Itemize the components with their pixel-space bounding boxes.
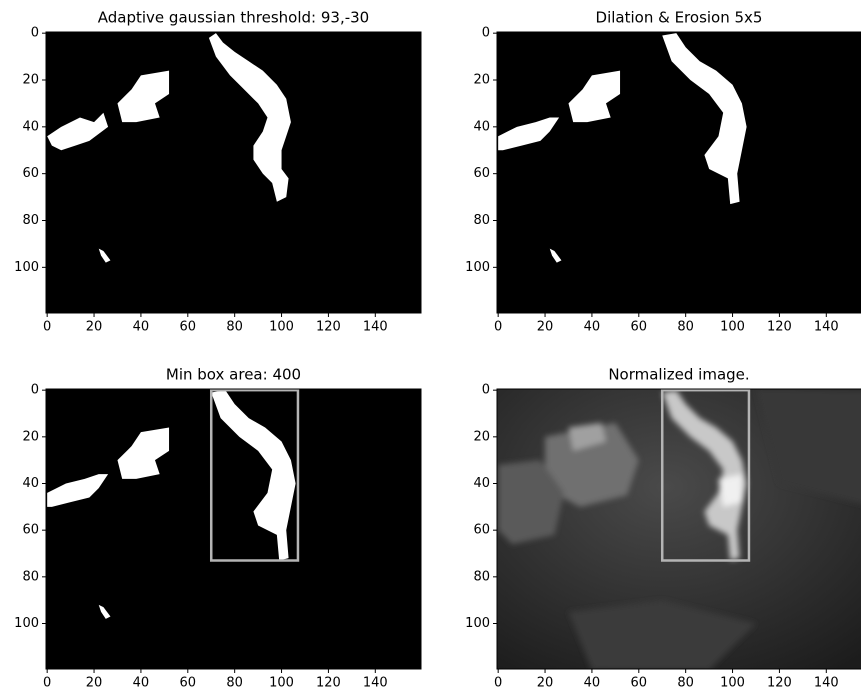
x-tick-label: 100 [720, 320, 745, 335]
blob [208, 33, 291, 202]
y-tick-label: 80 [473, 569, 490, 584]
subplot: 0 20 40 60 80 100 120 140 0 20 40 60 80 100 Adaptive g… [14, 9, 422, 335]
image [46, 389, 421, 669]
x-tick-label: 80 [677, 676, 694, 691]
axes-frame [45, 31, 422, 314]
x-tick-label: 140 [814, 676, 839, 691]
x-tick-label: 0 [494, 676, 502, 691]
y-tick-label: 60 [473, 523, 490, 538]
wall [755, 390, 861, 504]
x-tick-label: 120 [316, 320, 341, 335]
y-tick-label: 0 [31, 383, 39, 398]
x-tick-label: 100 [269, 676, 294, 691]
chart-title: Dilation & Erosion 5x5 [596, 9, 763, 27]
y-tick-label: 60 [22, 166, 39, 181]
chart-title: Adaptive gaussian threshold: 93,-30 [98, 9, 369, 27]
x-tick-label: 120 [767, 676, 792, 691]
x-tick-label: 100 [269, 320, 294, 335]
x-tick-label: 0 [43, 320, 51, 335]
furniture [545, 422, 639, 507]
furniture [498, 460, 564, 545]
image-background [497, 32, 861, 313]
x-tick-label: 140 [363, 676, 388, 691]
x-tick-label: 60 [631, 320, 648, 335]
x-tick-label: 40 [133, 676, 150, 691]
y-tick-label: 60 [22, 523, 39, 538]
x-tick-label: 60 [180, 676, 197, 691]
bounding-box [660, 388, 751, 562]
x-tick-label: 60 [631, 676, 648, 691]
y-tick-label: 20 [22, 429, 39, 444]
y-tick-label: 20 [473, 73, 490, 88]
x-tick-label: 40 [584, 320, 601, 335]
y-tick-label: 20 [473, 429, 490, 444]
image [46, 32, 421, 313]
image-background [46, 32, 421, 313]
y-tick-label: 80 [473, 213, 490, 228]
blob [47, 474, 109, 507]
image-background [46, 389, 421, 669]
bounding-box [209, 388, 300, 562]
subplot: 0 20 40 60 80 100 120 140 0 20 40 60 80 100 Min box ar… [14, 366, 422, 691]
x-tick-label: 100 [720, 676, 745, 691]
axes-frame [45, 388, 422, 670]
y-tick-label: 80 [22, 213, 39, 228]
image [497, 32, 861, 313]
blob [117, 70, 170, 123]
blob [47, 112, 109, 151]
y-tick-label: 100 [14, 260, 39, 275]
x-tick-label: 40 [133, 320, 150, 335]
person-highlight [718, 474, 742, 507]
person [662, 390, 747, 561]
y-tick-label: 40 [22, 119, 39, 134]
blob [662, 33, 747, 205]
x-tick-label: 80 [226, 676, 243, 691]
subplot: 0 20 40 60 80 100 120 140 0 20 40 60 80 100 Dilation &… [465, 9, 861, 335]
chart-title: Min box area: 400 [166, 366, 301, 384]
y-tick-label: 60 [473, 166, 490, 181]
x-tick-label: 0 [43, 676, 51, 691]
blob [98, 248, 111, 263]
x-tick-label: 140 [363, 320, 388, 335]
blob [98, 604, 111, 619]
x-tick-label: 20 [537, 320, 554, 335]
x-tick-label: 20 [86, 320, 103, 335]
y-tick-label: 20 [22, 73, 39, 88]
y-tick-label: 100 [14, 616, 39, 631]
x-tick-label: 60 [180, 320, 197, 335]
y-tick-label: 100 [465, 616, 490, 631]
y-tick-label: 0 [482, 383, 490, 398]
x-tick-label: 120 [316, 676, 341, 691]
x-tick-label: 120 [767, 320, 792, 335]
x-tick-label: 20 [86, 676, 103, 691]
chart-title: Normalized image. [608, 366, 749, 384]
image-detail [498, 390, 861, 669]
x-tick-label: 40 [584, 676, 601, 691]
subplot: 0 20 40 60 80 100 120 140 0 20 40 60 80 100 Normalized… [465, 366, 861, 691]
y-tick-label: 0 [482, 26, 490, 41]
blob [211, 390, 296, 561]
blob [549, 248, 562, 263]
x-tick-label: 140 [814, 320, 839, 335]
y-tick-label: 40 [473, 119, 490, 134]
axes-frame [496, 31, 861, 314]
axes-frame [496, 388, 861, 670]
y-tick-label: 0 [31, 26, 39, 41]
y-tick-label: 100 [465, 260, 490, 275]
blob [568, 70, 621, 123]
y-tick-label: 40 [22, 476, 39, 491]
x-tick-label: 20 [537, 676, 554, 691]
image [497, 389, 861, 669]
x-tick-label: 0 [494, 320, 502, 335]
y-tick-label: 40 [473, 476, 490, 491]
blob [498, 117, 560, 151]
furniture [568, 422, 606, 451]
y-tick-label: 80 [22, 569, 39, 584]
x-tick-label: 80 [226, 320, 243, 335]
floor-light [568, 600, 756, 669]
x-tick-label: 80 [677, 320, 694, 335]
blob [117, 427, 170, 479]
